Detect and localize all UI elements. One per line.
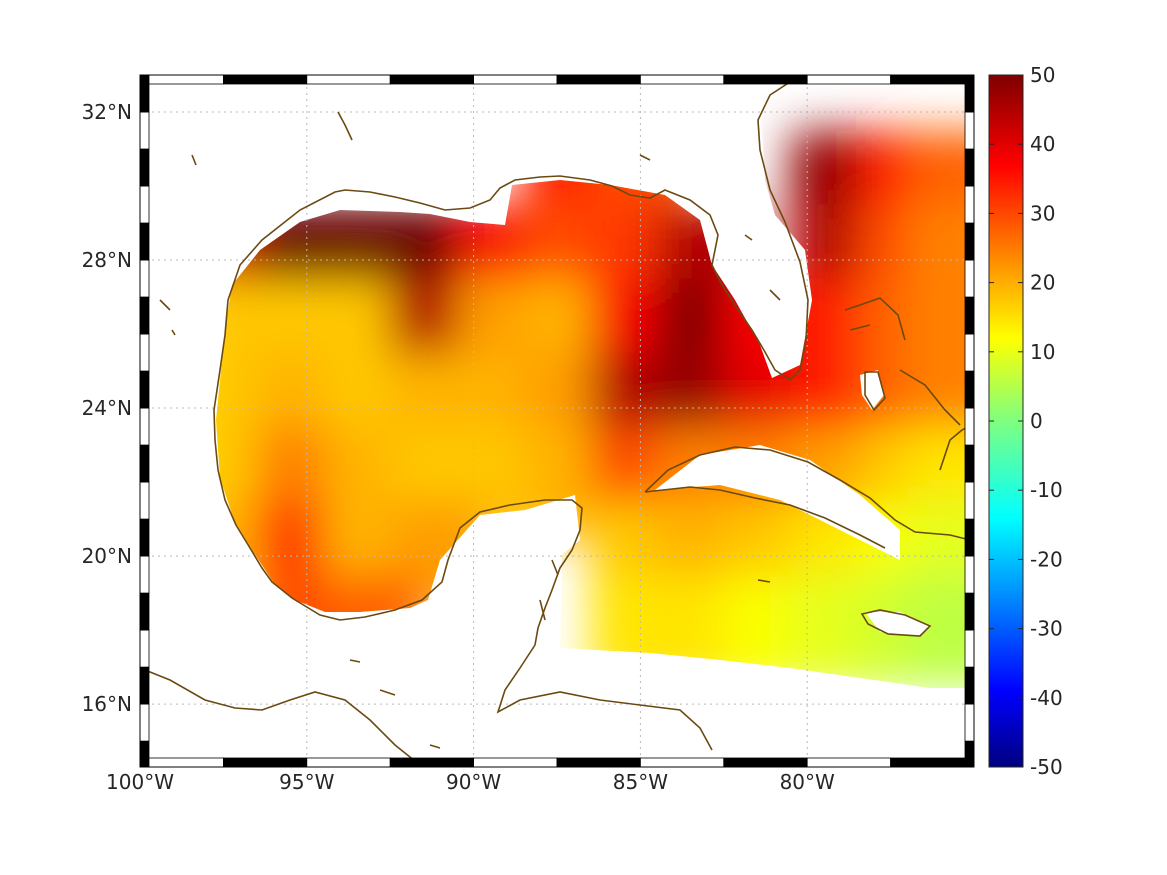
frame-segment <box>964 74 975 113</box>
frame-segment <box>556 74 641 85</box>
frame-segment <box>964 444 975 483</box>
frame-segment <box>806 757 892 768</box>
frame-segment <box>964 222 975 261</box>
frame-segment <box>806 74 892 85</box>
frame-segment <box>640 757 725 768</box>
frame-segment <box>964 259 975 298</box>
pacific-coastline <box>140 667 421 766</box>
frame-segment <box>139 592 150 631</box>
colorbar-tick-label: 20 <box>1030 271 1055 295</box>
frame-segment <box>139 74 150 113</box>
frame-segment <box>890 74 975 85</box>
frame-segment <box>139 555 150 594</box>
frame-segment <box>964 407 975 446</box>
us-gulf-coastline <box>227 75 816 382</box>
frame-segment <box>964 740 975 768</box>
frame-segment <box>964 185 975 224</box>
frame-segment <box>139 148 150 187</box>
frame-segment <box>640 74 725 85</box>
frame-segment <box>556 757 641 768</box>
central-america-coastline <box>496 644 713 751</box>
frame-segment <box>139 259 150 298</box>
frame-segment <box>139 666 150 705</box>
frame-segment <box>139 222 150 261</box>
frame-segment <box>139 370 150 409</box>
latitude-tick-labels: 32°N 28°N 24°N 20°N 16°N <box>82 100 132 716</box>
longitude-tick-label: 85°W <box>613 770 668 794</box>
frame-segment <box>964 555 975 594</box>
colorbar-tick-label: -50 <box>1030 755 1063 779</box>
frame-segment <box>890 757 975 768</box>
frame-segment <box>473 74 558 85</box>
colorbar-ticks: 50 40 30 20 10 0 -10 -20 -30 -40 -50 <box>989 63 1063 779</box>
longitude-tick-label: 90°W <box>446 770 501 794</box>
frame-segment <box>964 518 975 557</box>
longitude-tick-labels: 100°W 95°W 90°W 85°W 80°W <box>106 770 835 794</box>
frame-segment <box>222 757 308 768</box>
frame-segment <box>139 407 150 446</box>
latitude-tick-label: 32°N <box>82 100 132 124</box>
colorbar-tick-label: -10 <box>1030 478 1063 502</box>
colorbar-tick-label: -30 <box>1030 617 1063 641</box>
frame-segment <box>964 111 975 150</box>
frame-segment <box>473 757 558 768</box>
frame-segment <box>306 757 391 768</box>
colorbar-tick-label: -20 <box>1030 547 1063 571</box>
frame-segment <box>306 74 391 85</box>
colorbar <box>988 74 1024 768</box>
latitude-tick-label: 16°N <box>82 692 132 716</box>
frame-segment <box>139 740 150 768</box>
latitude-tick-label: 24°N <box>82 396 132 420</box>
colorbar-tick-label: 0 <box>1030 409 1043 433</box>
colorbar-tick-label: 10 <box>1030 340 1055 364</box>
frame-segment <box>964 666 975 705</box>
latitude-tick-label: 20°N <box>82 544 132 568</box>
frame-segment <box>964 481 975 520</box>
frame-outline <box>139 74 975 768</box>
frame-segment <box>139 629 150 668</box>
colorbar-tick-label: 50 <box>1030 63 1055 87</box>
heatmap-cell <box>323 574 424 686</box>
frame-segment <box>964 370 975 409</box>
frame-segment <box>139 296 150 335</box>
bahamas-islands <box>844 297 961 426</box>
cuba-coastline <box>644 446 971 549</box>
longitude-tick-label: 80°W <box>780 770 835 794</box>
longitude-tick-label: 100°W <box>106 770 174 794</box>
latitude-tick-label: 28°N <box>82 248 132 272</box>
yucatan-islands <box>539 559 559 621</box>
colorbar-tick-label: -40 <box>1030 686 1063 710</box>
frame-segment <box>139 74 224 85</box>
frame-segment <box>139 518 150 557</box>
frame-segment <box>964 333 975 372</box>
misc-islands <box>159 111 781 749</box>
frame-segment <box>964 629 975 668</box>
frame-segment <box>964 148 975 187</box>
map-frame <box>139 74 975 768</box>
frame-segment <box>139 111 150 150</box>
coastline-layer <box>140 75 973 766</box>
longitude-tick-label: 95°W <box>279 770 334 794</box>
frame-segment <box>139 444 150 483</box>
frame-segment <box>389 74 475 85</box>
frame-segment <box>964 296 975 335</box>
frame-segment <box>139 703 150 742</box>
heatmap-cell <box>907 574 974 686</box>
frame-segment <box>139 481 150 520</box>
frame-segment <box>964 592 975 631</box>
frame-segment <box>222 74 308 85</box>
frame-segment <box>723 74 808 85</box>
colorbar-tick-label: 30 <box>1030 201 1055 225</box>
frame-segment <box>723 757 808 768</box>
frame-segment <box>139 757 224 768</box>
frame-segment <box>139 333 150 372</box>
mexico-gulf-coastline <box>213 299 583 646</box>
frame-segment <box>964 703 975 742</box>
colorbar-tick-label: 40 <box>1030 132 1055 156</box>
frame-segment <box>389 757 475 768</box>
frame-segment <box>139 185 150 224</box>
jamaica-coastline <box>860 609 932 637</box>
